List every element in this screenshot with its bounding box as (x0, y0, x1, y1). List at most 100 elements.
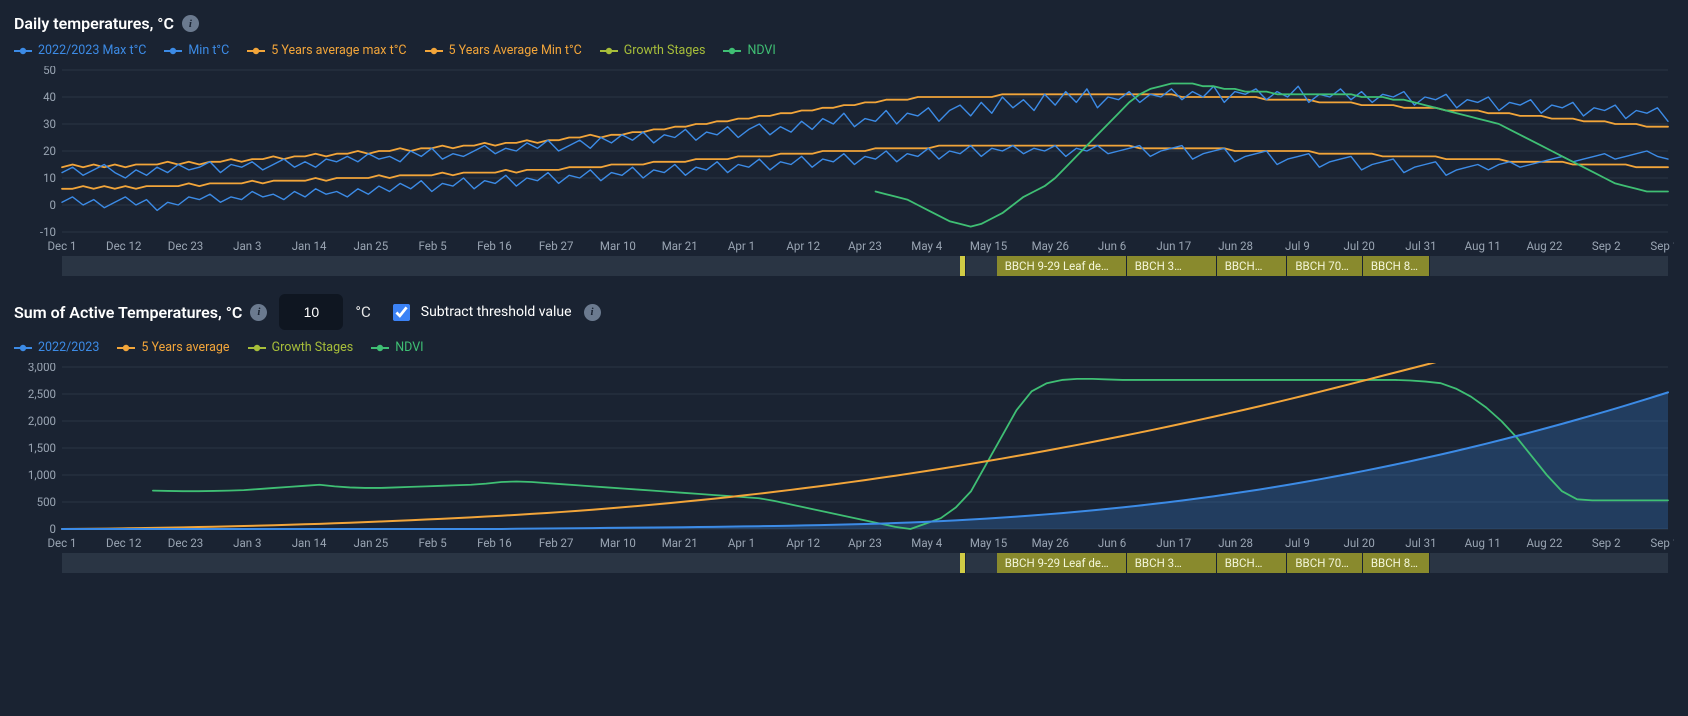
svg-text:10: 10 (43, 171, 56, 185)
info-icon[interactable]: i (182, 15, 199, 32)
stage-segment[interactable]: BBCH… (1217, 256, 1288, 276)
legend-item[interactable]: Min t°C (164, 43, 229, 58)
info-icon[interactable]: i (250, 304, 267, 321)
subtract-threshold-checkbox-wrap[interactable]: Subtract threshold value (389, 301, 572, 324)
chart2-wrap: 05001,0001,5002,0002,5003,000Dec 1Dec 12… (14, 363, 1674, 553)
svg-text:Aug 22: Aug 22 (1526, 239, 1563, 253)
svg-text:Jul 20: Jul 20 (1344, 536, 1375, 550)
svg-text:Jun 6: Jun 6 (1098, 536, 1126, 550)
svg-text:Dec 1: Dec 1 (48, 536, 77, 550)
svg-text:May 15: May 15 (970, 536, 1008, 550)
legend-marker (723, 46, 741, 56)
svg-text:Jul 9: Jul 9 (1285, 536, 1310, 550)
svg-text:May 4: May 4 (911, 239, 943, 253)
svg-text:Jul 20: Jul 20 (1344, 239, 1375, 253)
svg-text:Jul 31: Jul 31 (1405, 536, 1436, 550)
legend-label: 5 Years Average Min t°C (449, 43, 582, 58)
legend-item[interactable]: 5 Years average max t°C (247, 43, 406, 58)
svg-text:Feb 16: Feb 16 (477, 239, 512, 253)
svg-text:Mar 21: Mar 21 (662, 536, 698, 550)
svg-text:30: 30 (43, 117, 56, 131)
legend-label: 5 Years average max t°C (271, 43, 406, 58)
svg-text:50: 50 (43, 66, 56, 77)
legend-item[interactable]: Growth Stages (600, 43, 706, 58)
chart1[interactable]: -1001020304050Dec 1Dec 12Dec 23Jan 3Jan … (14, 66, 1674, 256)
chart1-title-row: Daily temperatures, °C i (14, 14, 1674, 33)
svg-text:Jan 25: Jan 25 (353, 536, 388, 550)
svg-text:20: 20 (43, 144, 56, 158)
stage-segment[interactable]: BBCH 8… (1363, 553, 1430, 573)
svg-text:Dec 12: Dec 12 (106, 239, 142, 253)
chart2-title: Sum of Active Temperatures, °C (14, 303, 242, 322)
legend-item[interactable]: 2022/2023 Max t°C (14, 43, 146, 58)
svg-text:1,000: 1,000 (28, 468, 56, 482)
svg-text:Apr 12: Apr 12 (786, 239, 820, 253)
svg-text:1,500: 1,500 (28, 441, 56, 455)
legend-marker (164, 46, 182, 56)
svg-text:Aug 11: Aug 11 (1465, 239, 1501, 253)
subtract-threshold-checkbox[interactable] (393, 304, 410, 321)
chart2-legend: 2022/2023 5 Years average Growth Stages NDV… (14, 340, 1674, 355)
chart1-wrap: -1001020304050Dec 1Dec 12Dec 23Jan 3Jan … (14, 66, 1674, 256)
svg-text:Mar 21: Mar 21 (662, 239, 698, 253)
legend-label: NDVI (395, 340, 423, 355)
chart1-legend: 2022/2023 Max t°C Min t°C 5 Years average … (14, 43, 1674, 58)
info-icon[interactable]: i (584, 304, 601, 321)
stage-segment[interactable]: BBCH… (1217, 553, 1288, 573)
legend-item[interactable]: NDVI (371, 340, 423, 355)
threshold-unit: °C (355, 303, 370, 321)
svg-text:May 26: May 26 (1032, 239, 1069, 253)
stage-segment[interactable]: BBCH 70… (1287, 256, 1362, 276)
svg-text:Dec 23: Dec 23 (168, 239, 203, 253)
svg-text:May 26: May 26 (1032, 536, 1069, 550)
legend-marker (600, 46, 618, 56)
svg-text:Jun 28: Jun 28 (1218, 536, 1253, 550)
threshold-input[interactable] (279, 294, 343, 330)
svg-text:Aug 11: Aug 11 (1465, 536, 1501, 550)
svg-text:3,000: 3,000 (28, 363, 56, 374)
legend-marker (117, 343, 135, 353)
svg-text:0: 0 (50, 522, 56, 536)
chart1-stage-bar: BBCH 9-29 Leaf de…BBCH 3…BBCH…BBCH 70…BB… (62, 256, 1668, 276)
svg-text:2,000: 2,000 (28, 414, 56, 428)
stage-segment[interactable]: BBCH 9-29 Leaf de… (997, 256, 1127, 276)
stage-start-marker (960, 553, 966, 573)
stage-segment[interactable]: BBCH 3… (1127, 553, 1217, 573)
legend-item[interactable]: Growth Stages (248, 340, 354, 355)
legend-marker (247, 46, 265, 56)
svg-text:Jan 25: Jan 25 (353, 239, 388, 253)
legend-marker (371, 343, 389, 353)
svg-text:Jun 17: Jun 17 (1156, 536, 1191, 550)
svg-text:Sep 2: Sep 2 (1592, 536, 1621, 550)
temperatures-panel: Daily temperatures, °C i 2022/2023 Max t… (0, 0, 1688, 573)
chart2-controls: Sum of Active Temperatures, °C i °C Subt… (14, 294, 1674, 330)
stage-segment[interactable]: BBCH 9-29 Leaf de… (997, 553, 1127, 573)
legend-label: Growth Stages (624, 43, 706, 58)
svg-text:May 15: May 15 (970, 239, 1008, 253)
svg-text:Jan 14: Jan 14 (292, 536, 327, 550)
chart2-stage-bar: BBCH 9-29 Leaf de…BBCH 3…BBCH…BBCH 70…BB… (62, 553, 1668, 573)
stage-segment[interactable]: BBCH 70… (1287, 553, 1362, 573)
svg-text:Dec 1: Dec 1 (48, 239, 77, 253)
svg-text:Feb 16: Feb 16 (477, 536, 512, 550)
svg-text:Jul 9: Jul 9 (1285, 239, 1310, 253)
stage-segment[interactable]: BBCH 8… (1363, 256, 1430, 276)
stage-start-marker (960, 256, 966, 276)
legend-item[interactable]: 2022/2023 (14, 340, 99, 355)
stage-segment[interactable]: BBCH 3… (1127, 256, 1217, 276)
legend-item[interactable]: 5 Years average (117, 340, 229, 355)
legend-label: Growth Stages (272, 340, 354, 355)
svg-text:Dec 23: Dec 23 (168, 536, 203, 550)
legend-item[interactable]: NDVI (723, 43, 775, 58)
legend-item[interactable]: 5 Years Average Min t°C (425, 43, 582, 58)
chart2[interactable]: 05001,0001,5002,0002,5003,000Dec 1Dec 12… (14, 363, 1674, 553)
svg-text:May 4: May 4 (911, 536, 943, 550)
svg-text:Mar 10: Mar 10 (600, 536, 636, 550)
svg-text:Mar 10: Mar 10 (600, 239, 636, 253)
svg-text:Aug 22: Aug 22 (1526, 536, 1563, 550)
legend-marker (14, 46, 32, 56)
svg-text:Jan 14: Jan 14 (292, 239, 327, 253)
svg-text:Jan 3: Jan 3 (233, 239, 261, 253)
svg-text:2,500: 2,500 (28, 387, 56, 401)
svg-text:0: 0 (50, 198, 56, 212)
